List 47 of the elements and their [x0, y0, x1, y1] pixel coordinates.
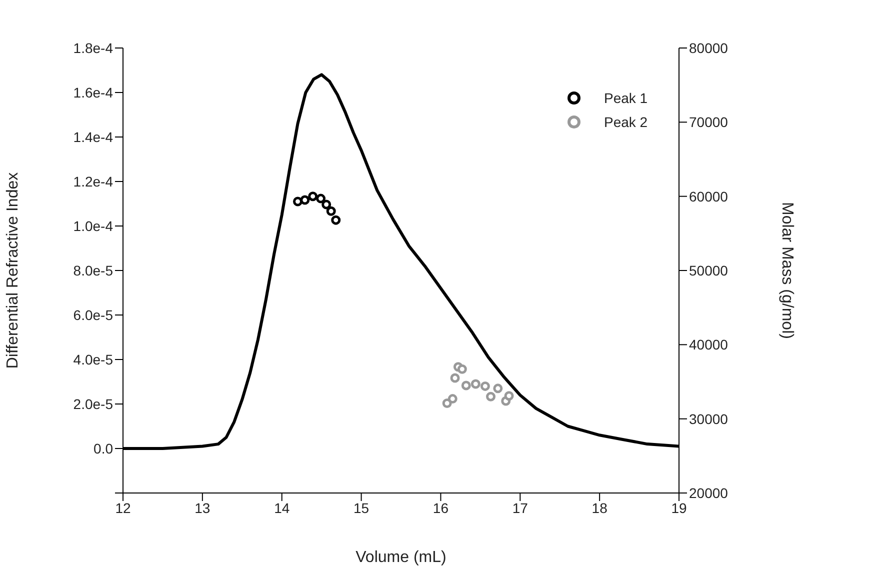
x-tick-label: 19	[671, 500, 687, 516]
point	[300, 195, 310, 205]
point	[457, 364, 467, 374]
point	[316, 194, 326, 204]
point	[448, 394, 458, 404]
y2-tick-label: 70000	[689, 114, 728, 130]
point	[504, 391, 514, 401]
point	[322, 200, 332, 210]
legend-label: Peak 1	[604, 90, 648, 106]
y-tick-label: 1.6e-4	[73, 84, 114, 100]
y-axis-title: Differential Refractive Index	[4, 172, 22, 369]
x-tick-label: 17	[512, 500, 528, 516]
y-tick-label: 1.4e-4	[73, 128, 114, 145]
x-tick-label: 15	[353, 500, 370, 516]
point	[470, 379, 480, 389]
point	[442, 398, 452, 408]
y2-tick-label: 60000	[689, 188, 728, 204]
point	[486, 392, 496, 402]
point	[308, 192, 318, 202]
y2-tick-label: 80000	[689, 40, 728, 56]
legend-label: Peak 2	[604, 114, 648, 130]
x-tick-label: 13	[194, 500, 210, 516]
y-tick-label: 6.0e-5	[73, 306, 114, 323]
y-tick-label: 1.2e-4	[73, 173, 114, 190]
x-tick-label: 16	[432, 500, 449, 516]
y-tick-label: 8.0e-5	[73, 262, 114, 278]
point	[292, 196, 302, 206]
y2-tick-label: 20000	[689, 484, 728, 501]
point	[326, 206, 336, 216]
y-tick-label: 1.8e-4	[73, 40, 114, 56]
point	[331, 215, 341, 225]
y-tick-label: 0.0	[94, 440, 114, 456]
y-tick-label: 1.0e-4	[73, 218, 114, 234]
point	[493, 384, 503, 394]
x-tick-label: 14	[274, 500, 290, 516]
x-tick-label: 18	[592, 500, 608, 516]
point	[480, 381, 490, 391]
y2-tick-label: 50000	[689, 262, 728, 278]
y-tick-label: 4.0e-5	[73, 351, 114, 368]
point	[450, 373, 460, 383]
y2-axis-title: Molar Mass (g/mol)	[778, 202, 796, 339]
x-axis-title: Volume (mL)	[356, 549, 446, 566]
point	[461, 380, 471, 390]
y-tick-label: 2.0e-5	[73, 396, 114, 412]
y2-tick-label: 40000	[689, 336, 728, 353]
x-tick-label: 12	[115, 500, 131, 516]
y2-tick-label: 30000	[689, 410, 728, 427]
